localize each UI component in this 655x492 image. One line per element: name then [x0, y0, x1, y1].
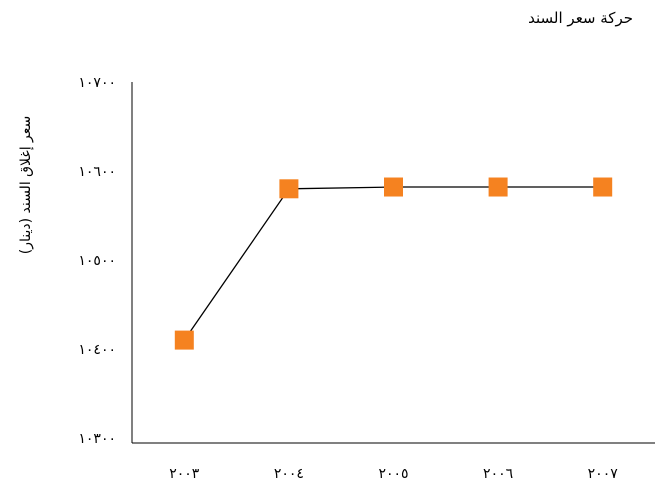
x-tick-label: ٢٠٠٣ — [169, 466, 200, 482]
data-point-marker — [384, 177, 403, 197]
y-tick-label: ١٠٣٠٠ — [78, 431, 116, 447]
chart-title: حركة سعر السند — [528, 9, 633, 27]
x-tick-label: ٢٠٠٧ — [588, 466, 619, 482]
y-tick-label: ١٠٧٠٠ — [78, 75, 116, 91]
x-tick-label: ٢٠٠٥ — [378, 466, 408, 482]
data-point-marker — [174, 330, 194, 350]
y-tick-label: ١٠٤٠٠ — [78, 342, 116, 358]
data-point-marker — [488, 177, 508, 197]
y-tick-label: ١٠٥٠٠ — [78, 253, 116, 269]
x-tick-label: ٢٠٠٤ — [274, 466, 304, 482]
series-line — [183, 186, 603, 341]
x-tick-label: ٢٠٠٦ — [483, 466, 513, 482]
data-point-marker — [593, 177, 613, 197]
data-point-marker — [279, 179, 299, 199]
y-tick-label: ١٠٦٠٠ — [78, 164, 116, 180]
